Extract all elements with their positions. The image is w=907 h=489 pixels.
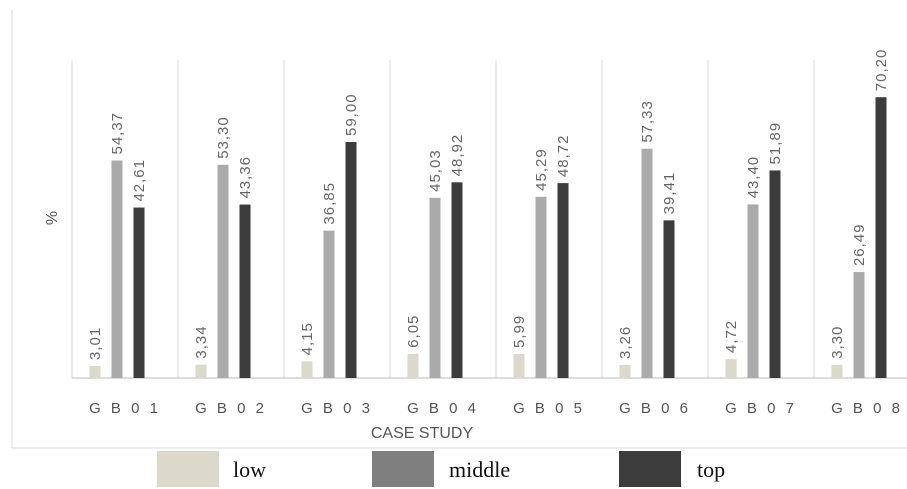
data-label-low-gb03: 4,15 — [299, 322, 316, 355]
bar-middle-gb01 — [111, 160, 123, 378]
x-tick-label-gb07: G B 0 7 — [725, 400, 797, 417]
data-label-middle-gb01: 54,37 — [109, 112, 126, 155]
bars-group — [89, 97, 887, 378]
legend-label-middle: middle — [449, 457, 510, 482]
data-label-middle-gb02: 53,30 — [215, 116, 232, 159]
bar-low-gb07 — [725, 359, 737, 378]
bar-top-gb02 — [239, 204, 251, 378]
bar-low-gb03 — [301, 361, 313, 378]
x-axis-title: CASE STUDY — [371, 425, 474, 442]
x-tick-label-gb01: G B 0 1 — [89, 400, 161, 417]
data-labels-group: 3,01 54,37 42,61 3,34 53,30 43,36 4,15 36,85 59,… — [87, 49, 890, 360]
bar-top-gb03 — [345, 142, 357, 378]
legend-swatch-low — [157, 451, 219, 487]
category-separators — [71, 60, 907, 379]
bar-middle-gb08 — [853, 272, 865, 378]
bar-top-gb08 — [875, 97, 887, 378]
bar-middle-gb06 — [641, 148, 653, 378]
x-tick-label-gb05: G B 0 5 — [513, 400, 585, 417]
data-label-middle-gb06: 57,33 — [639, 100, 656, 143]
bar-middle-gb05 — [535, 196, 547, 378]
x-tick-label-gb04: G B 0 4 — [407, 400, 479, 417]
y-axis-title: % — [44, 211, 61, 225]
bar-middle-gb02 — [217, 164, 229, 378]
bar-low-gb01 — [89, 365, 101, 378]
data-label-middle-gb03: 36,85 — [321, 182, 338, 225]
x-tick-label-gb06: G B 0 6 — [619, 400, 691, 417]
data-label-top-gb03: 59,00 — [343, 93, 360, 136]
legend: low middle top — [157, 451, 725, 487]
x-tick-label-gb02: G B 0 2 — [195, 400, 267, 417]
data-label-top-gb02: 43,36 — [237, 156, 254, 199]
data-label-top-gb05: 48,72 — [555, 135, 572, 178]
chart-frame — [11, 10, 907, 449]
data-label-low-gb02: 3,34 — [193, 325, 210, 358]
bar-low-gb04 — [407, 353, 419, 378]
legend-label-top: top — [697, 457, 725, 482]
data-label-low-gb08: 3,30 — [829, 326, 846, 359]
bar-middle-gb03 — [323, 230, 335, 378]
data-label-top-gb01: 42,61 — [131, 159, 148, 202]
data-label-top-gb04: 48,92 — [449, 134, 466, 177]
bar-top-gb01 — [133, 207, 145, 378]
bar-low-gb05 — [513, 354, 525, 378]
legend-swatch-middle — [372, 451, 434, 487]
legend-swatch-top — [619, 451, 681, 487]
data-label-top-gb08: 70,20 — [873, 49, 890, 92]
data-label-middle-gb08: 26,49 — [851, 223, 868, 266]
data-label-top-gb06: 39,41 — [661, 172, 678, 215]
x-tick-label-gb03: G B 0 3 — [301, 400, 373, 417]
bar-middle-gb07 — [747, 204, 759, 378]
data-label-low-gb04: 6,05 — [405, 315, 422, 348]
data-label-low-gb07: 4,72 — [723, 320, 740, 353]
data-label-low-gb05: 5,99 — [511, 315, 528, 348]
data-label-low-gb01: 3,01 — [87, 327, 104, 360]
legend-label-low: low — [233, 457, 266, 482]
bar-top-gb05 — [557, 183, 569, 378]
bar-top-gb07 — [769, 170, 781, 378]
bar-low-gb08 — [831, 364, 843, 378]
x-tick-labels-group: G B 0 1 G B 0 2 G B 0 3 G B 0 4 G B 0 5 G B 0… — [89, 400, 903, 417]
x-tick-label-gb08: G B 0 8 — [831, 400, 903, 417]
data-label-low-gb06: 3,26 — [617, 326, 634, 359]
bar-top-gb06 — [663, 220, 675, 378]
bar-low-gb06 — [619, 364, 631, 378]
bar-top-gb04 — [451, 182, 463, 378]
bar-middle-gb04 — [429, 197, 441, 378]
data-label-middle-gb05: 45,29 — [533, 148, 550, 191]
data-label-middle-gb04: 45,03 — [427, 149, 444, 192]
bar-low-gb02 — [195, 364, 207, 378]
data-label-middle-gb07: 43,40 — [745, 156, 762, 199]
data-label-top-gb07: 51,89 — [767, 122, 784, 165]
